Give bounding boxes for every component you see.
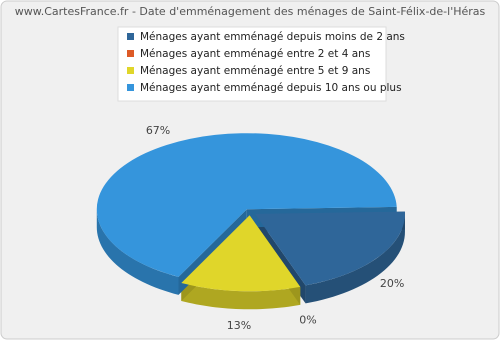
- slice: [96, 133, 397, 277]
- data-label: 67%: [146, 124, 170, 137]
- legend-swatch: [127, 84, 134, 91]
- legend-swatch: [127, 50, 134, 57]
- slice-side: [181, 282, 301, 310]
- legend-label: Ménages ayant emménagé entre 2 et 4 ans: [140, 48, 370, 60]
- legend-label: Ménages ayant emménagé depuis moins de 2…: [140, 31, 405, 43]
- slice-side: [305, 213, 405, 304]
- slice-side: [96, 209, 179, 295]
- legend-swatch: [127, 67, 134, 74]
- data-label: 20%: [380, 277, 404, 290]
- slice: [181, 215, 301, 292]
- data-label: 13%: [227, 319, 251, 332]
- slice: [254, 211, 405, 286]
- legend-swatch: [127, 33, 134, 40]
- data-label: 0%: [299, 313, 316, 326]
- legend-label: Ménages ayant emménagé depuis 10 ans ou …: [140, 82, 402, 94]
- legend: [117, 26, 387, 102]
- legend-label: Ménages ayant emménagé entre 5 et 9 ans: [140, 65, 370, 77]
- chart-title: www.CartesFrance.fr - Date d'emménagemen…: [15, 5, 486, 18]
